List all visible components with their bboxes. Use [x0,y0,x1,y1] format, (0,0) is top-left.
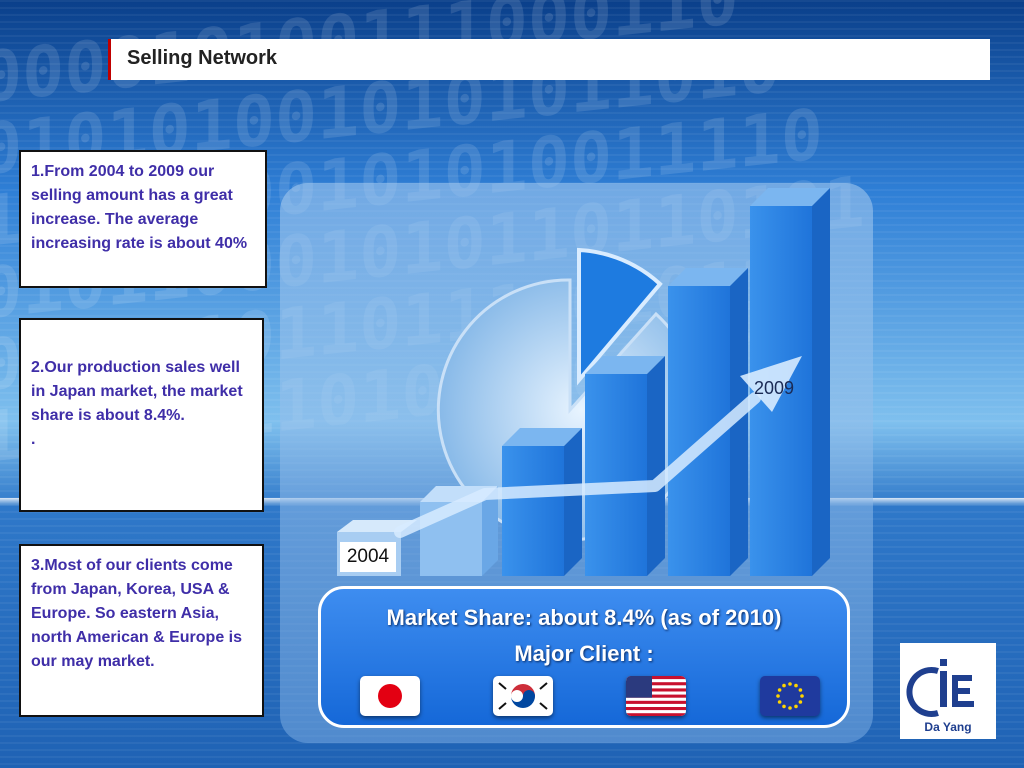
note-text-2-dot: . [31,431,36,448]
usa-flag-icon [626,676,686,716]
pie-slice-icon [577,247,663,386]
growth-chart-graphic [337,188,830,576]
note-box-2: 2.Our production sales well in Japan mar… [19,318,264,512]
note-text-1: 1.From 2004 to 2009 our selling amount h… [31,163,248,252]
bar-4 [585,356,665,576]
growth-arrow-head-icon [740,356,802,412]
note-box-1: 1.From 2004 to 2009 our selling amount h… [19,150,267,288]
company-logo: Da Yang [900,643,996,739]
dayang-logo-icon [906,659,974,717]
page-title: Selling Network [127,47,278,69]
note-text-2: 2.Our production sales well in Japan mar… [31,359,243,424]
eu-flag-icon [760,676,820,716]
bar-3 [502,428,582,576]
title-bar: Selling Network [108,39,990,80]
chart-label-end: 2009 [754,378,795,398]
logo-text: Da Yang [924,720,972,734]
note-text-3: 3.Most of our clients come from Japan, K… [31,557,242,670]
market-share-text: Market Share: about 8.4% (as of 2010) [386,605,782,630]
korea-flag-icon [493,676,553,716]
growth-arrow-line [394,392,761,538]
major-client-text: Major Client : [514,641,654,666]
note-box-3: 3.Most of our clients come from Japan, K… [19,544,264,717]
chart-label-start: 2004 [340,542,396,572]
japan-flag-icon [360,676,420,716]
